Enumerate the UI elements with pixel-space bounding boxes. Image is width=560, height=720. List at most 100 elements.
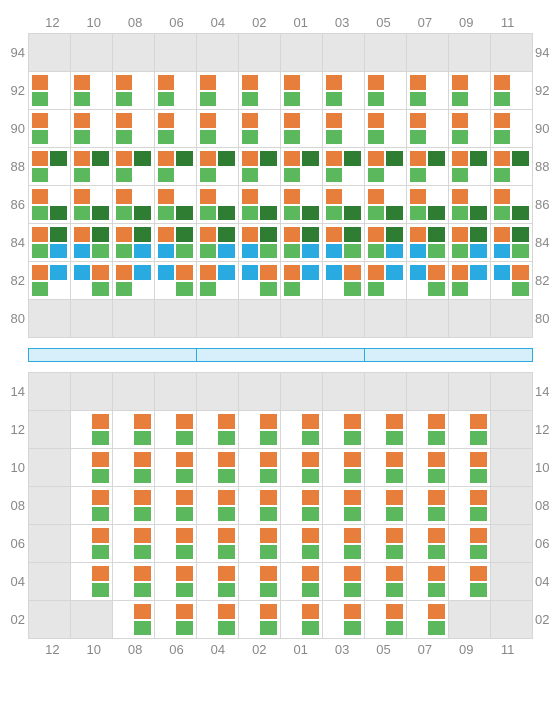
- status-square: [326, 92, 343, 107]
- status-square: [200, 566, 217, 581]
- port-cell: [407, 224, 449, 262]
- status-square: [176, 75, 193, 90]
- status-square: [326, 621, 343, 636]
- status-square: [116, 490, 133, 505]
- status-square: [344, 113, 361, 128]
- status-square: [368, 75, 385, 90]
- status-square: [368, 490, 385, 505]
- port-cell: [281, 300, 323, 338]
- grid-row: [29, 601, 533, 639]
- status-square: [302, 452, 319, 467]
- status-square: [134, 452, 151, 467]
- status-square: [242, 545, 259, 560]
- status-square: [32, 206, 49, 221]
- status-square: [368, 528, 385, 543]
- status-square: [368, 92, 385, 107]
- status-square: [200, 490, 217, 505]
- status-square: [512, 92, 529, 107]
- status-square: [50, 92, 67, 107]
- status-square: [410, 528, 427, 543]
- status-square: [74, 113, 91, 128]
- status-square: [368, 206, 385, 221]
- status-square: [494, 92, 511, 107]
- status-square: [134, 168, 151, 183]
- status-square: [368, 545, 385, 560]
- grid-row: [29, 110, 533, 148]
- row-label: 14: [533, 372, 553, 410]
- status-square: [74, 528, 91, 543]
- grid-row: [29, 186, 533, 224]
- status-square: [302, 189, 319, 204]
- status-square: [116, 545, 133, 560]
- status-square: [260, 265, 277, 280]
- port-cell: [281, 411, 323, 449]
- column-label: 05: [363, 642, 404, 657]
- port-cell: [239, 525, 281, 563]
- status-square: [260, 206, 277, 221]
- status-square: [302, 583, 319, 598]
- status-square: [218, 528, 235, 543]
- status-square: [116, 227, 133, 242]
- port-cell: [365, 148, 407, 186]
- status-square: [452, 168, 469, 183]
- port-cell: [449, 487, 491, 525]
- status-square: [134, 545, 151, 560]
- port-cell: [29, 373, 71, 411]
- status-square: [326, 113, 343, 128]
- port-cell: [407, 601, 449, 639]
- status-square: [452, 566, 469, 581]
- status-square: [158, 206, 175, 221]
- status-square: [410, 151, 427, 166]
- status-square: [74, 545, 91, 560]
- status-square: [410, 282, 427, 297]
- status-square: [260, 75, 277, 90]
- status-square: [410, 566, 427, 581]
- port-cell: [239, 563, 281, 601]
- status-square: [116, 244, 133, 259]
- status-square: [302, 431, 319, 446]
- status-square: [200, 130, 217, 145]
- status-square: [176, 282, 193, 297]
- status-square: [242, 189, 259, 204]
- status-square: [452, 92, 469, 107]
- status-square: [176, 227, 193, 242]
- port-cell: [491, 300, 533, 338]
- status-square: [218, 431, 235, 446]
- status-square: [284, 206, 301, 221]
- status-square: [242, 113, 259, 128]
- status-square: [302, 604, 319, 619]
- port-cell: [113, 148, 155, 186]
- port-cell: [491, 34, 533, 72]
- port-cell: [407, 110, 449, 148]
- status-square: [134, 528, 151, 543]
- status-square: [302, 469, 319, 484]
- status-square: [326, 469, 343, 484]
- status-square: [176, 113, 193, 128]
- status-square: [284, 583, 301, 598]
- row-label: 08: [8, 486, 28, 524]
- port-cell: [449, 601, 491, 639]
- status-square: [344, 130, 361, 145]
- status-square: [410, 452, 427, 467]
- status-square: [74, 490, 91, 505]
- port-cell: [323, 72, 365, 110]
- status-square: [410, 469, 427, 484]
- status-square: [242, 469, 259, 484]
- status-square: [326, 206, 343, 221]
- status-square: [344, 227, 361, 242]
- status-square: [470, 92, 487, 107]
- status-square: [386, 528, 403, 543]
- port-cell: [197, 262, 239, 300]
- status-square: [494, 189, 511, 204]
- port-cell: [281, 224, 323, 262]
- row-label: 10: [533, 448, 553, 486]
- port-cell: [281, 449, 323, 487]
- port-cell: [239, 411, 281, 449]
- status-square: [452, 282, 469, 297]
- status-square: [116, 75, 133, 90]
- status-square: [92, 244, 109, 259]
- port-cell: [197, 224, 239, 262]
- port-cell: [29, 487, 71, 525]
- status-square: [302, 92, 319, 107]
- status-square: [470, 583, 487, 598]
